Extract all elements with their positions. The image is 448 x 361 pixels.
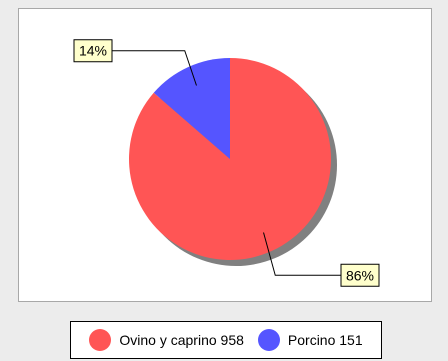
legend-swatch-porcino [257,329,280,351]
legend: Ovino y caprino 958 Porcino 151 [70,321,382,359]
chart-panel: 86% 14% [18,8,432,302]
legend-label-ovino-caprino: Ovino y caprino 958 [119,332,244,348]
percent-label-box-0 [340,263,380,287]
label-leader-line-1 [112,50,197,86]
legend-swatch-ovino-caprino [89,329,112,351]
percent-label-0: 86% [346,267,374,283]
percent-label-box-1 [73,39,113,63]
pie-slice-1 [153,58,230,159]
pie-chart: 86% 14% [73,39,380,287]
legend-item-ovino-caprino: Ovino y caprino 958 [89,329,244,351]
legend-label-porcino: Porcino 151 [287,332,363,348]
percent-label-1: 14% [79,43,107,59]
label-leader-line-0 [263,232,341,276]
legend-item-porcino: Porcino 151 [257,329,363,351]
